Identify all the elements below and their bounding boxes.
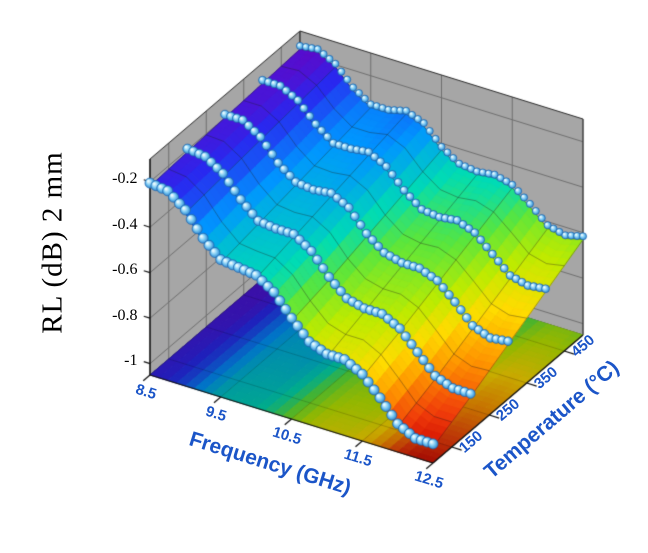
surface-plot-figure: RL (dB) 2 mm Frequency (GHz) Temperature…: [0, 0, 648, 553]
3d-surface-canvas: [0, 0, 648, 553]
